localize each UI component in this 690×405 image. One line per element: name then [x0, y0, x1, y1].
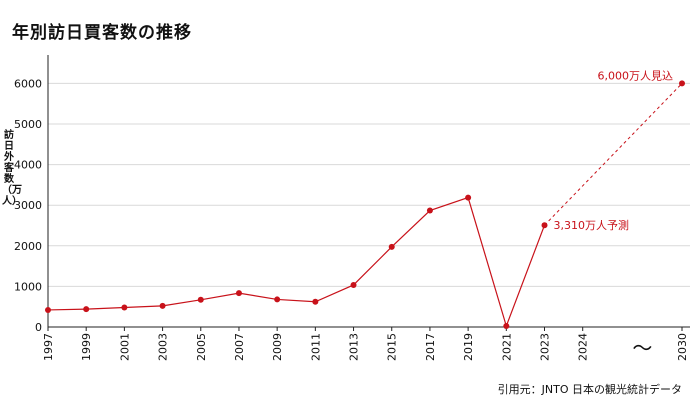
x-tick-label: 2017 — [424, 333, 437, 361]
data-point — [312, 298, 319, 305]
x-tick-label: 1997 — [42, 333, 55, 361]
data-point — [388, 243, 395, 250]
y-tick-label: 1000 — [14, 280, 42, 293]
y-tick-label: 2000 — [14, 240, 42, 253]
y-tick-label: 5000 — [14, 118, 42, 131]
x-tick-label: 2021 — [500, 333, 513, 361]
x-tick-label: 2011 — [309, 333, 322, 361]
data-point — [465, 194, 472, 201]
data-point — [121, 304, 128, 311]
data-point — [83, 306, 90, 313]
x-tick-label: 2030 — [676, 333, 689, 361]
x-tick-label: 2007 — [233, 333, 246, 361]
y-tick-label: 3000 — [14, 199, 42, 212]
data-annotation: 6,000万人見込 — [598, 69, 674, 82]
data-point — [235, 290, 242, 297]
y-tick-label: 6000 — [14, 77, 42, 90]
x-tick-label: 2005 — [195, 333, 208, 361]
y-axis-label: 訪日外客数（万人） — [2, 130, 22, 207]
data-point — [503, 322, 510, 329]
x-tick-label: 2015 — [386, 333, 399, 361]
y-tick-label: 0 — [35, 321, 42, 334]
chart-title: 年別訪日買客数の推移 — [12, 23, 192, 43]
x-tick-label: 1999 — [80, 333, 93, 361]
x-tick-label: 2023 — [539, 333, 552, 361]
source-note: 引用元：JNTO 日本の観光統計データ — [497, 383, 682, 396]
x-tick-label: 2001 — [118, 333, 131, 361]
data-point — [679, 80, 685, 87]
data-point — [159, 302, 166, 309]
y-tick-label: 4000 — [14, 159, 42, 172]
data-point — [45, 306, 51, 313]
data-annotation: 3,310万人予測 — [554, 218, 630, 232]
data-point — [197, 296, 204, 303]
forecast-line — [544, 83, 683, 226]
series-line — [47, 196, 546, 328]
data-point — [426, 207, 433, 214]
data-point — [350, 281, 357, 288]
x-tick-label: 2009 — [271, 333, 284, 361]
axis-break-symbol: 〜 — [632, 336, 652, 360]
x-tick-label: 2013 — [348, 333, 361, 361]
data-point — [274, 296, 281, 303]
x-tick-label: 2003 — [157, 333, 170, 361]
x-tick-label: 2019 — [462, 333, 475, 361]
x-tick-label: 2024 — [577, 333, 590, 361]
